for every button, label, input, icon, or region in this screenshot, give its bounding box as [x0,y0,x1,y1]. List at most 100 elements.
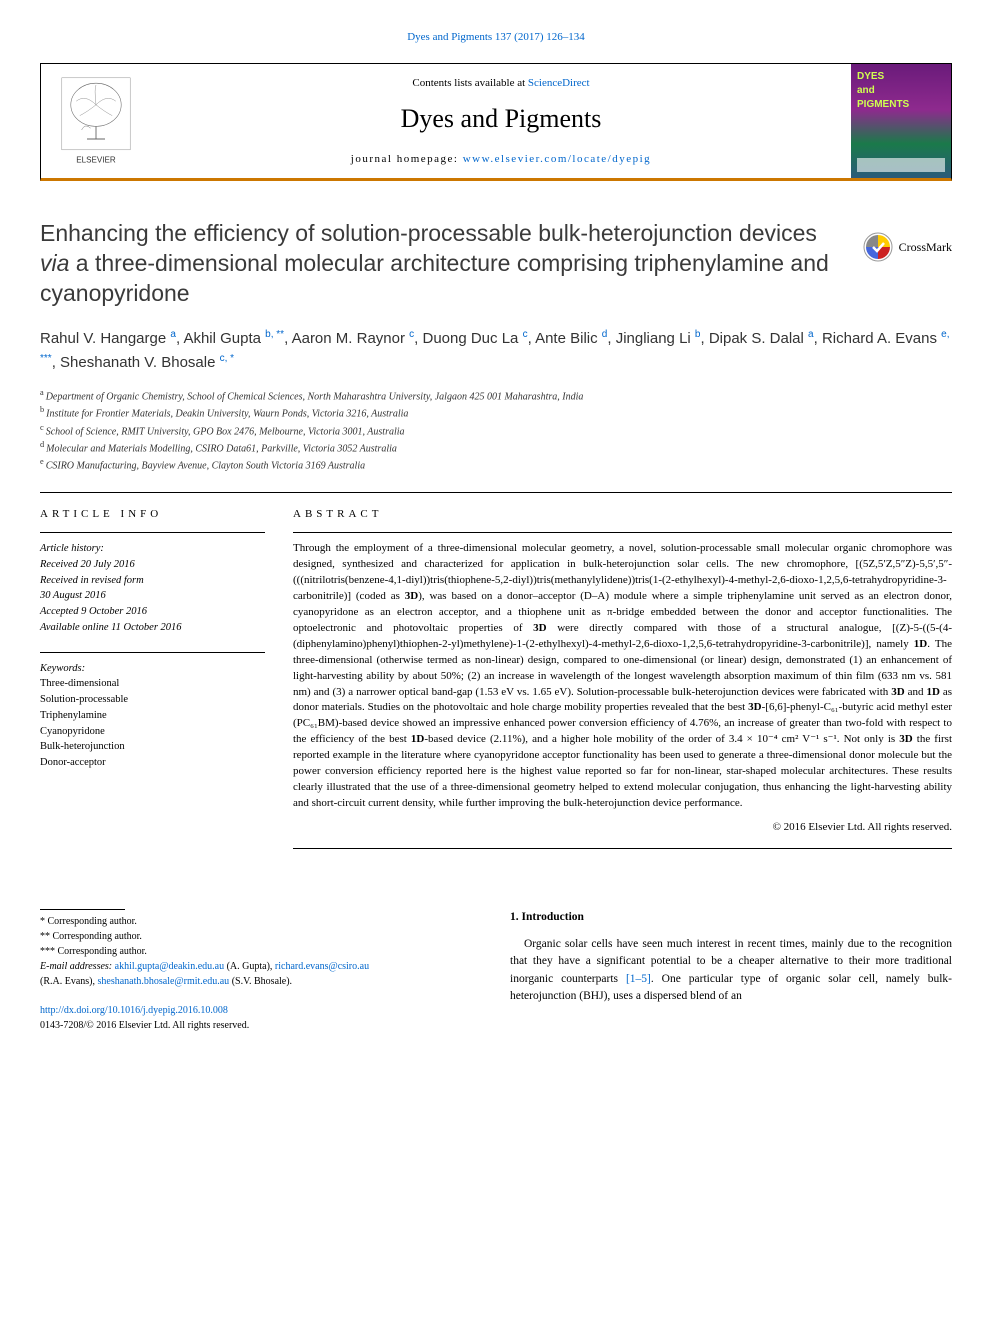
email-link[interactable]: akhil.gupta@deakin.edu.au [115,961,224,972]
author: Rahul V. Hangarge [40,330,170,347]
journal-citation: Dyes and Pigments 137 (2017) 126–134 [40,30,952,45]
contents-available-line: Contents lists available at ScienceDirec… [161,76,841,91]
email-link[interactable]: richard.evans@csiro.au [275,961,369,972]
introduction-heading: 1. Introduction [510,909,952,926]
email-paren: (S.V. Bhosale). [229,976,292,987]
article-info-head: ARTICLE INFO [40,507,265,522]
crossmark-label: CrossMark [899,239,952,256]
body-columns: * Corresponding author. ** Corresponding… [40,909,952,1033]
journal-homepage-line: journal homepage: www.elsevier.com/locat… [161,152,841,167]
doi-link[interactable]: http://dx.doi.org/10.1016/j.dyepig.2016.… [40,1005,228,1016]
affil-text: Molecular and Materials Modelling, CSIRO… [46,443,397,454]
abs-seg: 3D [748,701,761,713]
elsevier-logo[interactable]: ELSEVIER [41,64,151,178]
info-abstract-row: ARTICLE INFO Article history: Received 2… [40,507,952,849]
keywords-block: Keywords: Three-dimensional Solution-pro… [40,661,265,771]
abs-seg: 3D [899,733,912,745]
doi-block: http://dx.doi.org/10.1016/j.dyepig.2016.… [40,1003,482,1033]
cover-title-1: DYES [857,70,884,84]
history-revised-line1: Received in revised form [40,573,265,589]
abs-seg: 3D [891,686,904,698]
affil-link[interactable]: c, * [220,353,234,364]
history-accepted: Accepted 9 October 2016 [40,604,265,620]
article-info-col: ARTICLE INFO Article history: Received 2… [40,507,265,849]
divider [293,532,952,533]
affiliation: aDepartment of Organic Chemistry, School… [40,387,952,404]
cover-footer-stripe [857,158,945,172]
abs-seg: 3D [533,622,546,634]
footnote-rule [40,909,125,910]
abs-seg: 1D [914,638,927,650]
sep: , [814,330,822,347]
keywords-label: Keywords: [40,661,265,677]
email-paren: (A. Gupta), [224,961,275,972]
sciencedirect-link[interactable]: ScienceDirect [528,77,590,89]
author: Sheshanath V. Bhosale [60,354,220,371]
homepage-label: journal homepage: [351,153,463,165]
divider [40,532,265,533]
keyword: Bulk-heterojunction [40,739,265,755]
citation-suf: 134 [568,31,585,43]
sep: , [607,330,615,347]
corresp-note: * Corresponding author. [40,914,482,929]
affil-text: Department of Organic Chemistry, School … [46,391,584,402]
divider [293,848,952,849]
crossmark-badge[interactable]: CrossMark [863,232,952,262]
keyword: Three-dimensional [40,676,265,692]
sep: , [700,330,708,347]
affiliation: eCSIRO Manufacturing, Bayview Avenue, Cl… [40,456,952,473]
corresp-note: ** Corresponding author. [40,929,482,944]
sep: , [52,354,60,371]
affil-link[interactable]: b, ** [265,329,284,340]
homepage-link[interactable]: www.elsevier.com/locate/dyepig [463,153,651,165]
keyword: Triphenylamine [40,708,265,724]
abs-seg: 1D [411,733,424,745]
article-history: Article history: Received 20 July 2016 R… [40,541,265,636]
sep: , [528,330,536,347]
cover-title-3: PIGMENTS [857,98,909,112]
abs-seg: 3D [405,590,418,602]
affiliation: dMolecular and Materials Modelling, CSIR… [40,439,952,456]
abstract-copyright: © 2016 Elsevier Ltd. All rights reserved… [293,820,952,836]
history-revised-line2: 30 August 2016 [40,588,265,604]
authors-list: Rahul V. Hangarge a, Akhil Gupta b, **, … [40,327,952,375]
author: Duong Duc La [422,330,522,347]
abstract-col: ABSTRACT Through the employment of a thr… [293,507,952,849]
author: Jingliang Li [616,330,695,347]
history-received: Received 20 July 2016 [40,557,265,573]
masthead: ELSEVIER Contents lists available at Sci… [40,63,952,181]
svg-text:ELSEVIER: ELSEVIER [76,156,116,165]
issn-copyright: 0143-7208/© 2016 Elsevier Ltd. All right… [40,1020,249,1031]
affil-text: CSIRO Manufacturing, Bayview Avenue, Cla… [46,461,365,472]
abstract-head: ABSTRACT [293,507,952,522]
cover-thumbnail[interactable]: DYES and PIGMENTS [851,64,951,178]
affil-text: School of Science, RMIT University, GPO … [46,426,405,437]
email-paren: (R.A. Evans), [40,976,98,987]
abstract-text: Through the employment of a three-dimens… [293,541,952,836]
keyword: Donor-acceptor [40,755,265,771]
author: Akhil Gupta [183,330,265,347]
crossmark-icon [863,232,893,262]
history-label: Article history: [40,541,265,557]
title-post: a three-dimensional molecular architectu… [40,250,829,306]
abs-seg: 1D [926,686,939,698]
divider [40,652,265,653]
ref-link[interactable]: [1–5] [626,973,651,985]
introduction-col: 1. Introduction Organic solar cells have… [510,909,952,1033]
keyword: Cyanopyridone [40,724,265,740]
emails-label: E-mail addresses: [40,961,115,972]
abs-seg: -based device (2.11%), and a higher hole… [424,733,899,745]
elsevier-tree-icon: ELSEVIER [56,76,136,166]
abs-seg: and [905,686,927,698]
cover-title-2: and [857,84,875,98]
affiliation: bInstitute for Frontier Materials, Deaki… [40,404,952,421]
title-em: via [40,250,69,276]
citation-link[interactable]: Dyes and Pigments 137 (2017) 126–134 [407,31,585,43]
email-addresses: E-mail addresses: akhil.gupta@deakin.edu… [40,959,482,989]
affil-text: Institute for Frontier Materials, Deakin… [46,409,408,420]
corresp-note: *** Corresponding author. [40,944,482,959]
contents-prefix: Contents lists available at [412,77,527,89]
email-link[interactable]: sheshanath.bhosale@rmit.edu.au [98,976,230,987]
title-pre: Enhancing the efficiency of solution-pro… [40,220,817,246]
divider [40,492,952,493]
